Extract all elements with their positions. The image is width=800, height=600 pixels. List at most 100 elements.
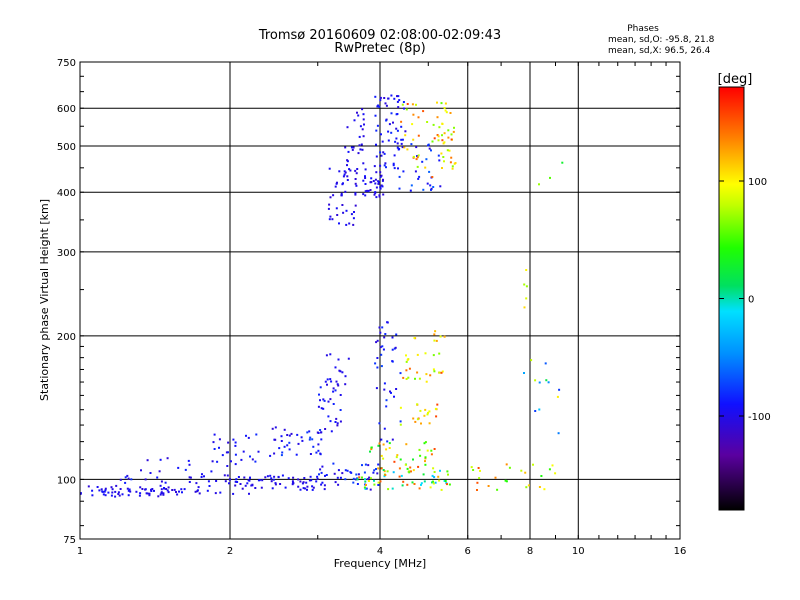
data-point (214, 492, 217, 495)
data-point (354, 169, 357, 172)
data-point (158, 470, 161, 473)
data-point (388, 123, 391, 126)
data-point (397, 106, 400, 109)
data-point (327, 207, 330, 210)
data-point (454, 162, 457, 164)
data-point (450, 138, 453, 141)
data-point (424, 460, 426, 463)
data-point (362, 113, 365, 116)
data-point (396, 454, 399, 457)
data-point (544, 362, 547, 365)
data-point (406, 358, 409, 361)
data-point (167, 486, 170, 489)
data-point (540, 475, 543, 477)
data-point (383, 382, 386, 385)
data-point (440, 152, 443, 155)
data-point (318, 473, 320, 476)
y-tick-label: 600 (57, 104, 76, 115)
data-point (336, 383, 339, 386)
data-point (157, 495, 160, 498)
data-point (405, 108, 408, 111)
colorbar-tick-label: 0 (748, 295, 754, 306)
data-point (428, 422, 431, 425)
data-point (344, 383, 347, 386)
data-point (422, 188, 425, 191)
x-tick-label: 6 (465, 546, 471, 557)
data-point (194, 490, 197, 493)
data-point (479, 469, 481, 472)
data-point (213, 433, 216, 436)
data-point (405, 354, 407, 357)
data-point (329, 420, 332, 423)
data-point (400, 138, 403, 141)
data-point (251, 458, 254, 461)
data-point (332, 390, 335, 393)
data-point (402, 480, 405, 483)
data-point (379, 151, 382, 154)
data-point (447, 136, 450, 139)
data-point (300, 436, 303, 439)
data-point (369, 450, 371, 453)
data-point (472, 469, 475, 471)
data-point (532, 463, 534, 466)
data-point (79, 492, 82, 495)
data-point (100, 488, 103, 491)
data-point (363, 123, 365, 126)
data-point (376, 124, 379, 127)
data-point (362, 193, 365, 196)
data-point (561, 161, 564, 164)
data-point (127, 477, 130, 480)
data-point (159, 458, 162, 461)
data-point (375, 196, 378, 199)
data-point (341, 371, 344, 374)
data-point (279, 483, 282, 485)
data-point (398, 467, 401, 470)
data-point (400, 142, 403, 145)
data-point (349, 471, 352, 474)
data-point (286, 444, 289, 447)
data-point (269, 454, 272, 457)
data-point (451, 165, 454, 168)
data-point (334, 185, 337, 188)
data-point (433, 333, 436, 336)
data-point (188, 481, 191, 483)
data-point (424, 441, 427, 444)
data-point (327, 415, 330, 418)
data-point (387, 97, 390, 100)
data-point (390, 94, 393, 97)
data-point (415, 103, 417, 106)
data-point (144, 488, 147, 491)
data-point (383, 164, 386, 167)
data-point (378, 326, 381, 329)
data-point (367, 480, 370, 482)
data-point (104, 494, 107, 497)
data-point (309, 475, 312, 478)
data-point (437, 154, 440, 157)
data-point (301, 482, 304, 485)
data-point (203, 475, 205, 478)
data-point (269, 474, 272, 477)
data-point (425, 380, 428, 383)
data-point (166, 489, 169, 492)
data-point (345, 223, 348, 226)
data-point (317, 443, 320, 446)
data-point (178, 490, 180, 493)
data-point (332, 403, 335, 405)
data-point (364, 463, 367, 466)
data-point (306, 431, 309, 434)
data-point (439, 469, 441, 472)
data-point (411, 481, 414, 484)
data-point (288, 448, 291, 451)
data-point (470, 466, 473, 469)
data-point (357, 473, 360, 476)
data-point (337, 384, 340, 387)
data-point (380, 438, 383, 441)
data-point (370, 181, 373, 184)
data-point (453, 126, 455, 129)
data-point (381, 140, 384, 143)
data-point (246, 482, 249, 485)
data-point (444, 109, 447, 112)
data-point (383, 152, 386, 155)
data-point (315, 451, 318, 454)
data-point (432, 482, 435, 485)
